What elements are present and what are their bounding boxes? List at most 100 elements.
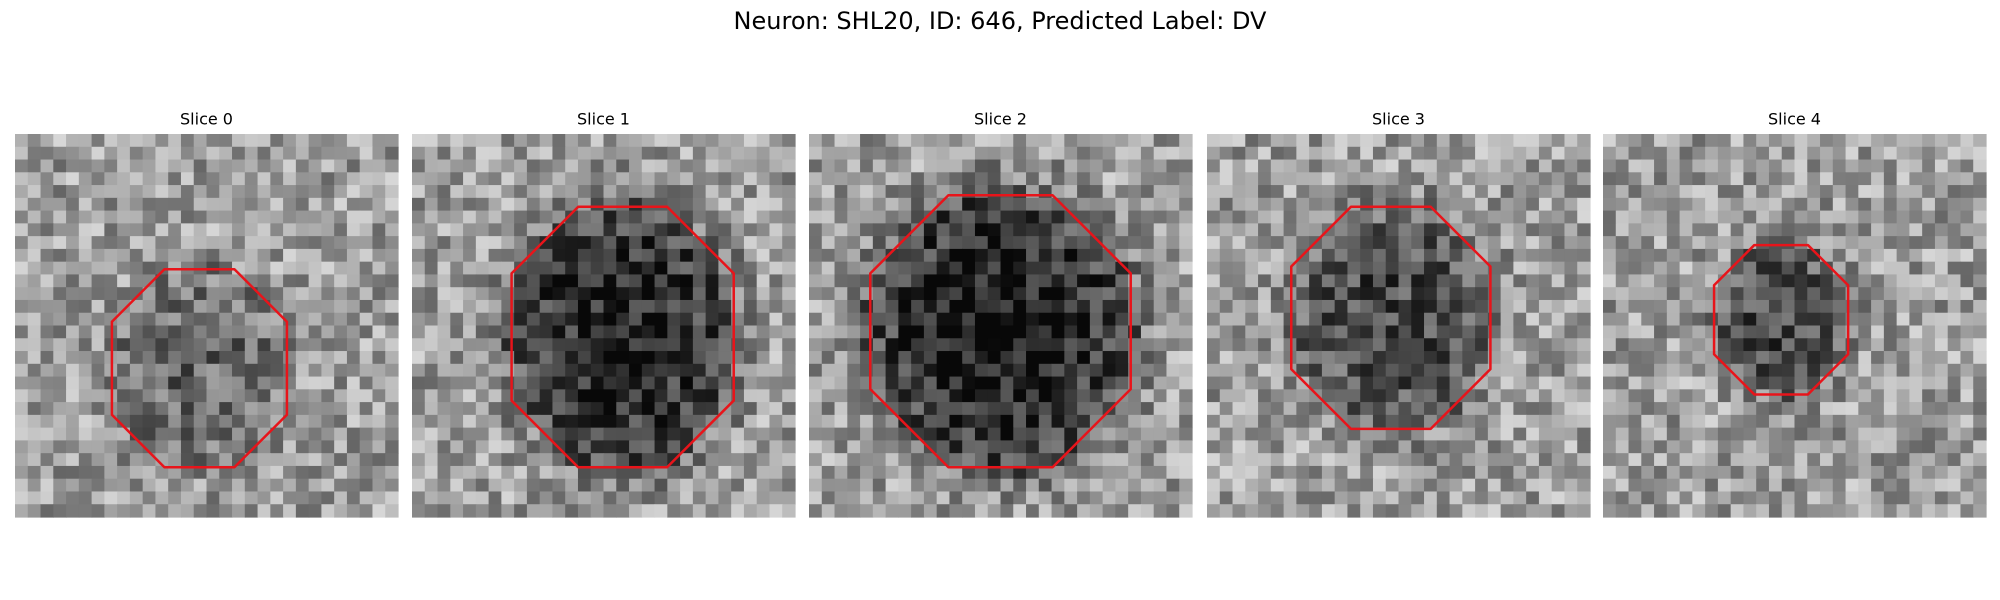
pixel — [53, 146, 67, 161]
pixel — [359, 287, 374, 301]
pixel — [346, 389, 361, 403]
pixel — [206, 465, 220, 480]
pixel — [308, 146, 322, 161]
pixel — [1411, 299, 1425, 314]
pixel — [809, 363, 823, 378]
pixel — [526, 172, 541, 186]
pixel — [1641, 223, 1655, 237]
pixel — [1896, 402, 1910, 416]
pixel — [1538, 478, 1553, 493]
pixel — [232, 427, 246, 441]
pixel — [1934, 210, 1949, 224]
pixel — [1603, 210, 1617, 224]
pixel — [1309, 261, 1323, 276]
pixel — [1628, 159, 1642, 173]
pixel — [1743, 427, 1757, 441]
pixel — [129, 146, 144, 161]
pixel — [1026, 248, 1040, 263]
pixel — [1013, 465, 1027, 480]
pixel — [539, 146, 554, 161]
pixel — [1603, 299, 1617, 314]
pixel — [769, 299, 783, 314]
pixel — [1628, 478, 1642, 493]
pixel — [359, 236, 374, 250]
pixel — [27, 197, 42, 212]
pixel — [654, 172, 668, 186]
pixel — [692, 261, 707, 276]
pixel — [1513, 389, 1527, 403]
pixel — [680, 402, 694, 416]
pixel — [117, 287, 131, 301]
pixel — [1756, 185, 1770, 199]
pixel — [1551, 299, 1566, 314]
pixel — [1258, 312, 1272, 327]
pixel — [257, 248, 271, 263]
pixel — [1232, 223, 1246, 237]
pixel — [1089, 261, 1104, 276]
pixel — [629, 453, 643, 467]
pixel — [346, 491, 361, 505]
pixel — [1513, 325, 1527, 339]
pixel — [1577, 351, 1591, 365]
pixel — [1807, 248, 1821, 263]
pixel — [1258, 325, 1272, 339]
pixel — [949, 312, 963, 327]
pixel — [1219, 453, 1234, 467]
pixel — [1743, 172, 1757, 186]
pixel — [1475, 159, 1489, 173]
pixel — [1258, 299, 1272, 314]
pixel — [1960, 363, 1974, 378]
pixel — [1628, 299, 1642, 314]
pixel — [526, 134, 541, 148]
pixel — [1449, 146, 1463, 161]
pixel — [1140, 453, 1155, 467]
pixel — [1219, 248, 1234, 263]
pixel — [898, 185, 912, 199]
pixel — [1372, 312, 1387, 327]
pixel — [1309, 478, 1323, 493]
pixel — [847, 325, 861, 339]
pixel — [1321, 312, 1336, 327]
pixel — [834, 504, 848, 518]
pixel — [1909, 325, 1923, 339]
pixel — [526, 478, 541, 493]
pixel — [104, 159, 118, 173]
pixel — [629, 134, 643, 148]
pixel — [346, 261, 361, 276]
pixel — [321, 274, 335, 288]
pixel — [232, 210, 246, 224]
pixel — [257, 274, 271, 288]
pixel — [1730, 185, 1745, 199]
pixel — [1615, 236, 1630, 250]
pixel — [1896, 185, 1910, 199]
pixel — [1883, 185, 1898, 199]
pixel — [1245, 376, 1259, 390]
pixel — [1232, 134, 1246, 148]
pixel — [1051, 491, 1065, 505]
pixel — [1153, 440, 1168, 454]
pixel — [821, 478, 836, 493]
pixel — [1500, 402, 1514, 416]
pixel — [1140, 325, 1155, 339]
pixel — [692, 210, 707, 224]
pixel — [1245, 363, 1259, 378]
pixel — [1475, 363, 1489, 378]
pixel — [1628, 427, 1642, 441]
pixel — [117, 351, 131, 365]
pixel — [756, 197, 771, 212]
pixel — [911, 172, 925, 186]
pixel — [1641, 146, 1655, 161]
pixel — [1858, 427, 1872, 441]
pixel — [654, 185, 668, 199]
pixel — [718, 491, 732, 505]
pixel — [782, 363, 796, 378]
pixel — [743, 274, 758, 288]
pixel — [872, 287, 887, 301]
pixel — [1960, 274, 1974, 288]
pixel — [821, 312, 836, 327]
pixel — [412, 363, 426, 378]
pixel — [475, 440, 490, 454]
pixel — [885, 504, 899, 518]
pixel — [1475, 351, 1489, 365]
